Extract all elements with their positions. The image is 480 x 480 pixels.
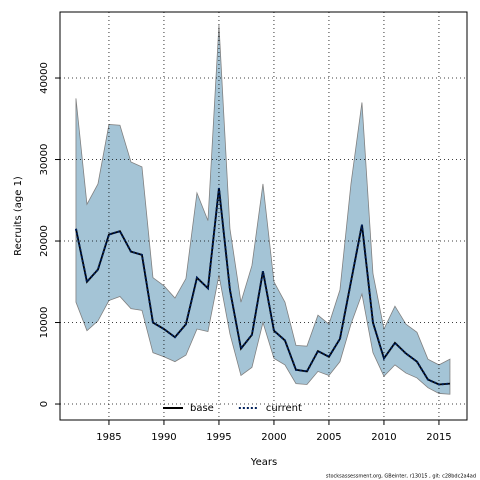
y-tick-label: 40000 (39, 62, 50, 94)
legend-label: base (190, 403, 214, 414)
x-tick-label: 2005 (316, 432, 341, 443)
x-tick-label: 2015 (426, 432, 451, 443)
legend-label: current (266, 403, 302, 414)
x-axis-label: Years (250, 457, 277, 468)
footnote: stocksassessment.org, GBeinter, r13015 ,… (326, 474, 476, 480)
y-tick-label: 0 (39, 401, 50, 407)
confidence-band (75, 25, 451, 395)
x-tick-label: 1990 (151, 432, 176, 443)
y-tick-label: 10000 (39, 307, 50, 339)
x-tick-label: 1995 (206, 432, 231, 443)
y-axis-label: Recruits (age 1) (13, 176, 24, 256)
y-tick-label: 30000 (39, 144, 50, 176)
plot-frame (59, 11, 468, 421)
x-tick-label: 2010 (371, 432, 396, 443)
x-tick-label: 1985 (96, 432, 121, 443)
y-tick-label: 20000 (39, 225, 50, 257)
series-line (74, 187, 451, 386)
x-tick-label: 2000 (261, 432, 286, 443)
